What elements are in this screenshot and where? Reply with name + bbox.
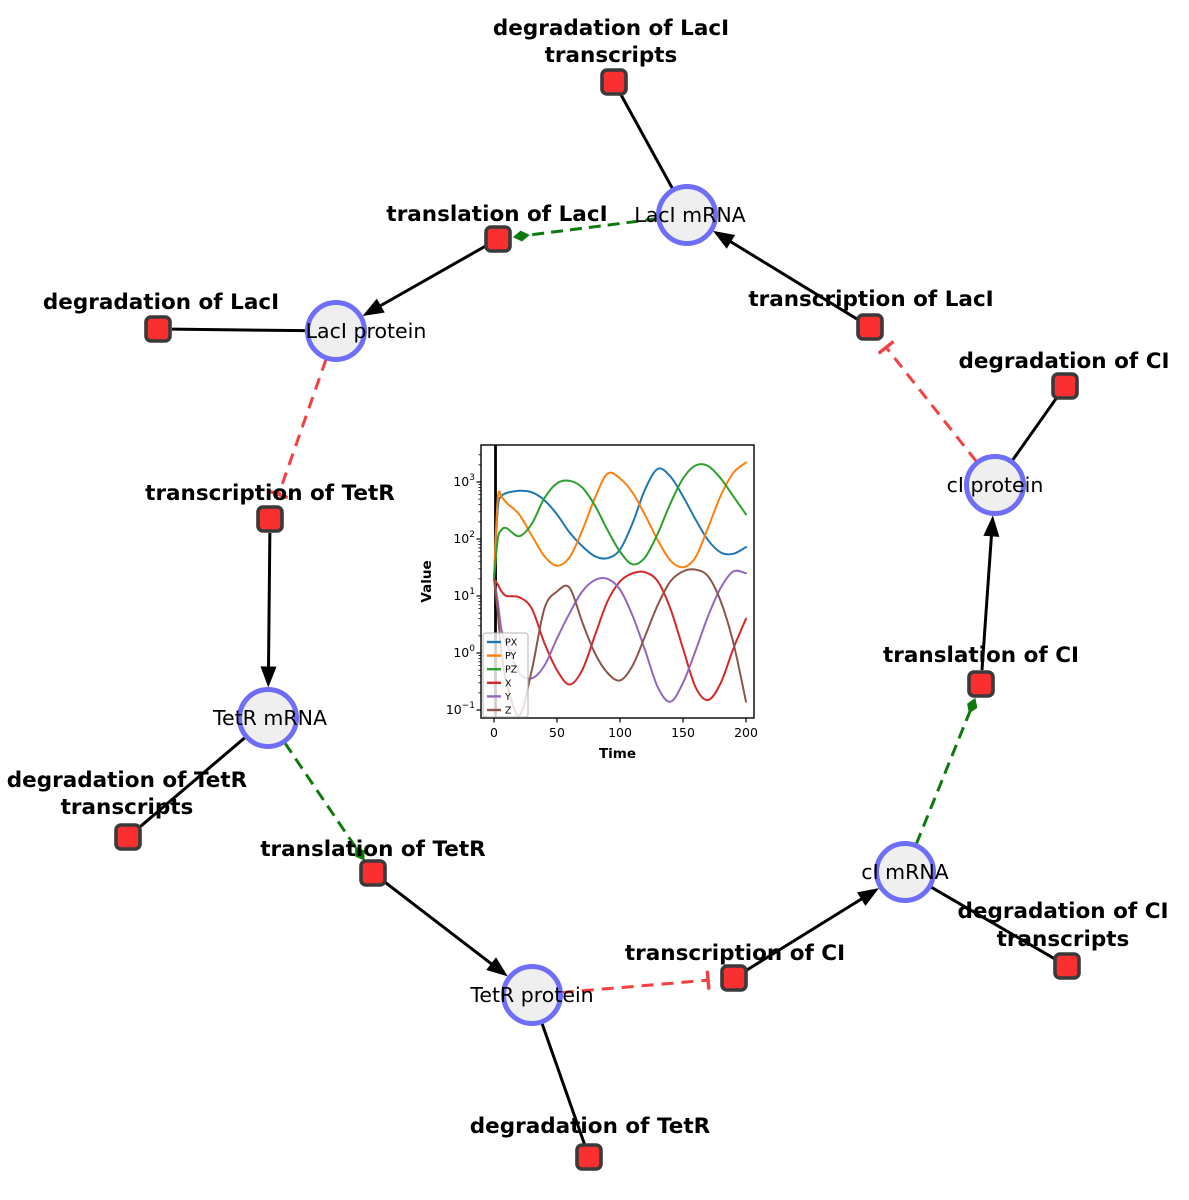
reaction-label-deg_laci: degradation of LacI (43, 290, 279, 315)
chart-y-tick: 102 (453, 530, 475, 546)
chart-legend: PX PY PZ XYZ (482, 632, 529, 718)
edge-ci_mrna-deg_ci_tr (930, 885, 1056, 961)
inset-chart: 0 50 100 150 20010−1100101102103TimeValuePXP… (419, 444, 758, 762)
chart-x-tick: 200 (734, 725, 758, 740)
reaction-label-transc_tetr: transcription of TetR (145, 481, 395, 506)
edge-tetr_protein-transc_ci (561, 970, 711, 994)
reaction-label-transl_tetr: translation of TetR (260, 837, 486, 862)
edge-laci_protein-transc_tetr (269, 358, 328, 500)
chart-x-tick: 150 (671, 725, 695, 740)
species-label-laci_protein: LacI protein (306, 319, 427, 343)
chart-series-X (493, 570, 747, 702)
legend-entry-PZ: PZ (505, 665, 518, 676)
edge-transl_laci-laci_protein (362, 244, 487, 316)
reaction-node-transl_laci (484, 225, 512, 253)
reaction-node-transc_laci (856, 313, 884, 341)
chart-axes-frame (480, 444, 755, 719)
species-label-laci_mrna: LacI mRNA (634, 203, 745, 227)
species-label-tetr_protein: TetR protein (469, 983, 593, 1007)
chart-y-tick: 100 (453, 644, 475, 660)
reaction-node-deg_laci_tr (600, 68, 628, 96)
legend-entry-Y: Y (504, 692, 511, 703)
species-node-tetr_mrna (237, 687, 299, 749)
reaction-label-transc_ci: transcription of CI (625, 941, 845, 966)
reaction-node-deg_tetr (575, 1143, 603, 1171)
reaction-label-deg_ci_tr: degradation of CI transcripts (958, 899, 1169, 952)
legend-entry-PY: PY (505, 651, 517, 662)
edge-ci_mrna-transl_ci (914, 697, 978, 845)
edge-ci_protein-transc_laci (877, 340, 978, 463)
reaction-label-deg_ci: degradation of CI (959, 349, 1170, 374)
chart-y-tick: 103 (453, 473, 475, 489)
reaction-node-deg_ci_tr (1053, 952, 1081, 980)
reaction-node-deg_ci (1051, 372, 1079, 400)
edge-transl_ci-ci_protein (980, 515, 1000, 671)
edge-transl_tetr-tetr_protein (383, 880, 508, 977)
reaction-label-transc_laci: transcription of LacI (748, 287, 993, 312)
legend-entry-PX: PX (505, 638, 518, 649)
edge-transc_tetr-tetr_mrna (260, 532, 277, 688)
legend-entry-Z: Z (505, 706, 512, 717)
reaction-label-transl_laci: translation of LacI (386, 202, 607, 227)
reaction-node-transc_tetr (256, 505, 284, 533)
species-node-ci_mrna (874, 841, 936, 903)
chart-x-tick: 0 (490, 725, 498, 740)
chart-ylabel: Value (419, 560, 435, 602)
edge-tetr_protein-deg_tetr (540, 1022, 586, 1145)
edge-laci_protein-deg_laci (171, 327, 307, 333)
chart-y-tick: 101 (453, 587, 475, 603)
edge-laci_mrna-deg_laci_tr (619, 93, 674, 190)
species-node-laci_protein (305, 300, 367, 362)
chart-x-tick: 100 (608, 725, 632, 740)
reaction-label-deg_laci_tr: degradation of LacI transcripts (493, 16, 729, 68)
edge-transc_ci-ci_mrna (745, 888, 880, 972)
nodes (114, 68, 1081, 1171)
labels: LacI mRNA LacI protein TetR mRNA TetR prote… (7, 16, 1170, 1139)
chart-series-PX (493, 467, 747, 580)
edge-tetr_mrna-transl_tetr (283, 741, 365, 861)
species-label-ci_mrna: cI mRNA (861, 860, 948, 884)
reaction-label-deg_tetr_tr: degradation of TetR transcripts (7, 768, 248, 820)
species-node-tetr_protein (501, 964, 563, 1026)
chart-series-PY (493, 461, 747, 580)
edge-laci_mrna-transl_laci (512, 217, 658, 242)
species-node-ci_protein (964, 454, 1026, 516)
chart-y-tick: 10−1 (446, 701, 475, 717)
reaction-label-transl_ci: translation of CI (883, 643, 1079, 668)
legend-entry-X: X (505, 678, 512, 689)
chart-x-tick: 50 (549, 725, 565, 740)
edge-ci_protein-deg_ci (1011, 396, 1059, 462)
edge-transc_laci-laci_mrna (713, 230, 859, 321)
species-label-ci_protein: cI protein (947, 473, 1044, 497)
edge-tetr_mrna-deg_tetr_tr (137, 736, 247, 830)
reaction-node-transl_tetr (359, 859, 387, 887)
reaction-node-deg_laci (144, 315, 172, 343)
reaction-node-transl_ci (967, 670, 995, 698)
reaction-node-transc_ci (720, 964, 748, 992)
edges (137, 93, 1059, 1145)
chart-series-PZ (493, 463, 747, 580)
reaction-node-deg_tetr_tr (114, 823, 142, 851)
reaction-label-deg_tetr: degradation of TetR (470, 1114, 711, 1139)
chart-xlabel: Time (599, 746, 636, 762)
species-node-laci_mrna (656, 184, 718, 246)
species-label-tetr_mrna: TetR mRNA (212, 706, 327, 730)
